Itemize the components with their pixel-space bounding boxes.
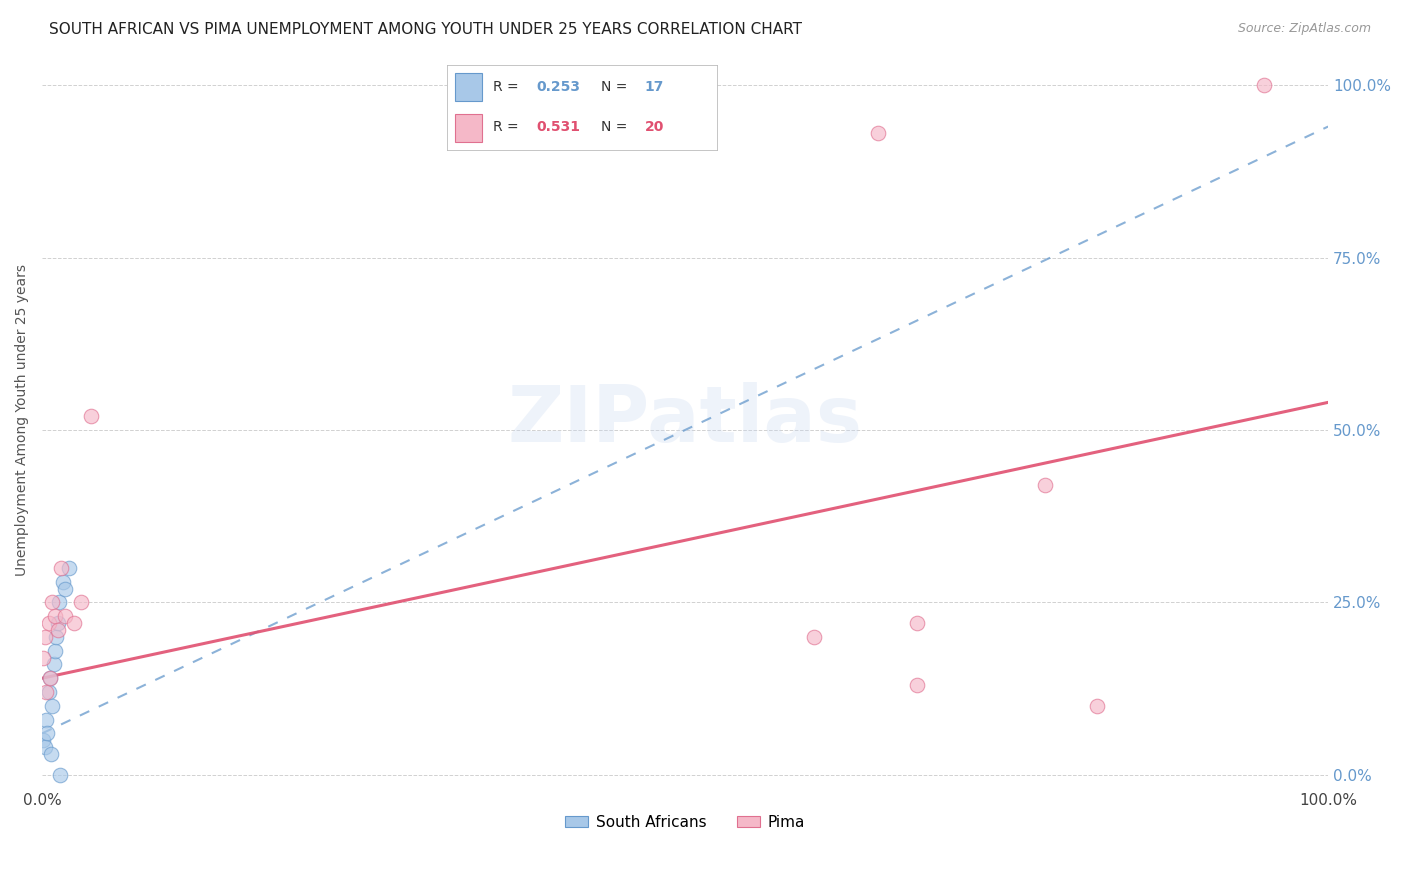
Point bbox=[44, 643, 66, 657]
Point bbox=[53, 609, 76, 624]
Text: ZIPatlas: ZIPatlas bbox=[508, 382, 863, 458]
Point bbox=[46, 615, 69, 630]
Point bbox=[38, 615, 60, 630]
Point bbox=[35, 685, 58, 699]
Point bbox=[42, 657, 65, 672]
Point bbox=[37, 726, 59, 740]
Y-axis label: Unemployment Among Youth under 25 years: Unemployment Among Youth under 25 years bbox=[15, 264, 30, 575]
Point bbox=[803, 630, 825, 644]
Point bbox=[53, 582, 76, 596]
Point bbox=[45, 630, 67, 644]
Point bbox=[41, 595, 63, 609]
Point bbox=[39, 747, 62, 761]
Point bbox=[1085, 698, 1108, 713]
Point bbox=[32, 733, 55, 747]
Point bbox=[48, 595, 70, 609]
Point bbox=[52, 574, 75, 589]
Point bbox=[58, 561, 80, 575]
Point bbox=[44, 609, 66, 624]
Point bbox=[905, 615, 928, 630]
Point bbox=[38, 685, 60, 699]
Point bbox=[35, 713, 58, 727]
Point bbox=[905, 678, 928, 692]
Point bbox=[63, 615, 86, 630]
Point bbox=[46, 623, 69, 637]
Point bbox=[38, 671, 60, 685]
Point bbox=[41, 698, 63, 713]
Legend: South Africans, Pima: South Africans, Pima bbox=[560, 809, 811, 836]
Point bbox=[51, 561, 73, 575]
Point bbox=[1033, 478, 1056, 492]
Point bbox=[34, 630, 56, 644]
Point bbox=[38, 671, 60, 685]
Point bbox=[34, 740, 56, 755]
Text: SOUTH AFRICAN VS PIMA UNEMPLOYMENT AMONG YOUTH UNDER 25 YEARS CORRELATION CHART: SOUTH AFRICAN VS PIMA UNEMPLOYMENT AMONG… bbox=[49, 22, 803, 37]
Point bbox=[1253, 78, 1275, 92]
Point bbox=[49, 768, 72, 782]
Point bbox=[69, 595, 91, 609]
Point bbox=[80, 409, 103, 424]
Point bbox=[868, 127, 890, 141]
Point bbox=[32, 650, 55, 665]
Text: Source: ZipAtlas.com: Source: ZipAtlas.com bbox=[1237, 22, 1371, 36]
